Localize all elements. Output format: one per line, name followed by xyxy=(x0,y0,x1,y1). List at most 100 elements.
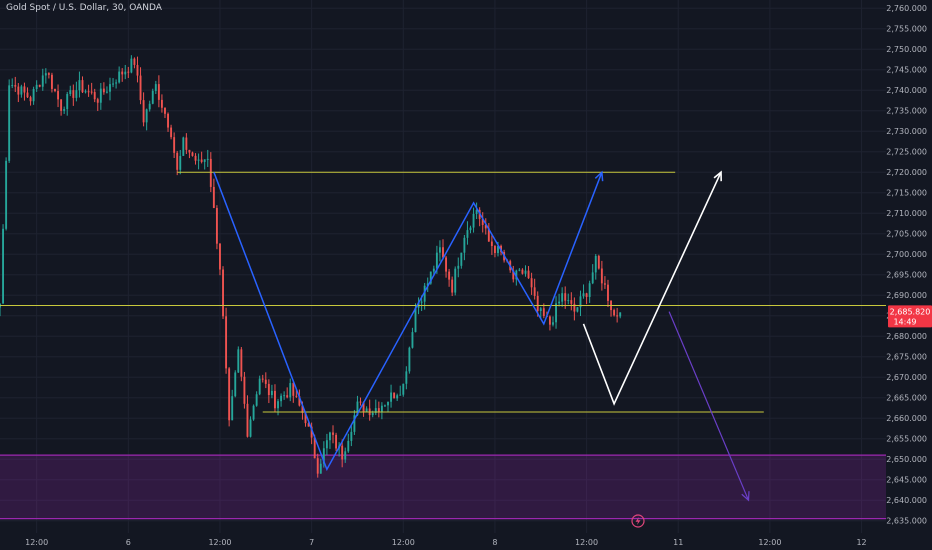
candle-body xyxy=(194,155,197,161)
price-tick-label: 2,670.000 xyxy=(886,373,927,382)
candle-body xyxy=(170,127,173,138)
price-axis[interactable]: 2,635.000 2,640.000 2,645.000 2,650.000 2,65… xyxy=(886,4,927,526)
candle-body xyxy=(112,83,114,85)
candle-body xyxy=(93,92,96,100)
candle-body xyxy=(405,371,408,384)
candle-body xyxy=(399,394,402,396)
candle-body xyxy=(362,402,365,413)
candle-body xyxy=(570,300,573,304)
candle-body xyxy=(249,419,252,437)
candle-body xyxy=(60,99,63,111)
candle-body xyxy=(206,158,209,160)
candle-body xyxy=(451,279,454,293)
candle-body xyxy=(365,408,368,413)
candle-body xyxy=(475,209,478,214)
candle-body xyxy=(38,84,41,87)
price-tick-label: 2,680.000 xyxy=(886,332,927,341)
candle-body xyxy=(274,390,276,409)
candle-body xyxy=(585,293,588,297)
candle-body xyxy=(50,74,53,89)
demand-zone xyxy=(0,454,886,520)
candle-body xyxy=(280,395,283,402)
candle-body xyxy=(20,86,23,95)
candle-body xyxy=(69,90,72,95)
candle-body xyxy=(133,58,136,65)
candle-body xyxy=(130,58,133,73)
candle-body xyxy=(463,237,466,253)
candle-body xyxy=(188,149,191,153)
candle-body xyxy=(35,84,38,89)
candle-body xyxy=(96,99,99,103)
candle-body xyxy=(164,107,166,114)
candle-body xyxy=(283,395,286,397)
candle-body xyxy=(438,247,441,253)
demand-zone-fill xyxy=(0,455,886,519)
candle-body xyxy=(353,415,356,432)
candle-body xyxy=(270,390,273,396)
price-tick-label: 2,695.000 xyxy=(886,271,927,280)
grid xyxy=(0,0,886,533)
time-tick-label: 6 xyxy=(126,538,131,547)
candle-body xyxy=(289,383,292,398)
symbol-title[interactable]: Gold Spot / U.S. Dollar, 30, OANDA xyxy=(6,3,162,13)
candle-body xyxy=(576,307,579,312)
candle-body xyxy=(487,228,490,242)
candle-body xyxy=(533,287,536,296)
candle-body xyxy=(44,73,47,76)
candle-body xyxy=(81,80,84,93)
candle-body xyxy=(63,109,66,111)
candle-body xyxy=(493,246,496,254)
candle-body xyxy=(435,252,438,269)
price-tick-label: 2,690.000 xyxy=(886,291,927,300)
candle-body xyxy=(552,322,554,325)
candle-body xyxy=(179,155,182,170)
time-axis[interactable]: 12:00 6 12:00 7 12:00 8 12:00 11 12:00 12 xyxy=(25,538,867,547)
candle-body xyxy=(209,158,212,187)
candle-body xyxy=(267,383,270,396)
candle-body xyxy=(613,310,616,316)
current-price-box xyxy=(888,305,932,328)
candle-body xyxy=(200,159,203,162)
candle-body xyxy=(301,405,304,413)
price-tick-label: 2,730.000 xyxy=(886,127,927,136)
candle-body xyxy=(432,268,435,272)
purple-projection-arrow-head xyxy=(741,491,750,502)
white-projection-arrow xyxy=(582,171,722,406)
candle-body xyxy=(185,137,188,150)
price-tick-label: 2,755.000 xyxy=(886,25,927,34)
candle-body xyxy=(591,272,594,284)
candle-body xyxy=(264,379,267,384)
time-tick-label: 12:00 xyxy=(392,538,415,547)
candle-body xyxy=(292,383,295,396)
price-tick-label: 2,675.000 xyxy=(886,353,927,362)
candle-body xyxy=(84,91,87,93)
candle-body xyxy=(258,378,261,395)
price-tick-label: 2,705.000 xyxy=(886,230,927,239)
candle-body xyxy=(41,75,44,87)
candle-body xyxy=(261,378,264,380)
candle-body xyxy=(411,332,414,348)
candle-body xyxy=(246,403,249,437)
candle-body xyxy=(384,405,386,407)
candle-body xyxy=(136,64,139,76)
candle-body xyxy=(313,437,316,459)
candle-body xyxy=(542,308,545,316)
candle-body xyxy=(26,92,29,98)
candle-body xyxy=(29,97,32,102)
candle-body xyxy=(597,255,600,269)
candle-body xyxy=(57,91,59,100)
candle-body xyxy=(197,159,200,161)
time-tick-label: 12 xyxy=(856,538,866,547)
candle-body xyxy=(454,268,457,293)
candle-body xyxy=(145,109,148,123)
candle-body xyxy=(32,88,35,102)
candle-body xyxy=(307,423,310,427)
candle-body xyxy=(588,283,591,297)
time-tick-label: 12:00 xyxy=(575,538,598,547)
lightning-bolt-icon[interactable] xyxy=(631,514,645,528)
price-tick-label: 2,710.000 xyxy=(886,209,927,218)
candle-body xyxy=(222,269,224,317)
candle-body xyxy=(387,401,389,406)
